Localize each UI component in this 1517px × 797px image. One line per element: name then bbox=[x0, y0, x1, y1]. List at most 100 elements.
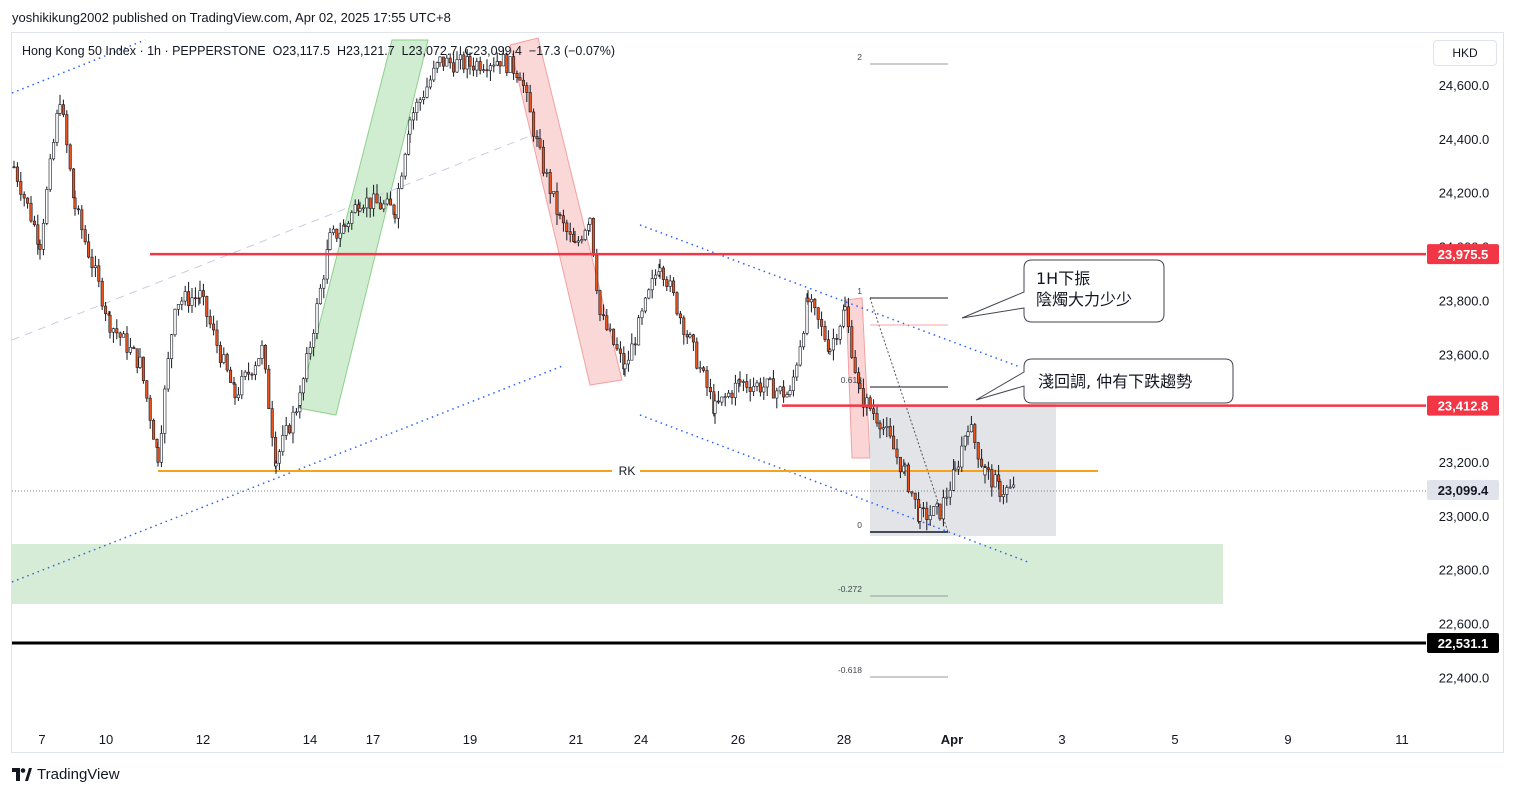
candle-body bbox=[698, 367, 702, 370]
brand-name: TradingView bbox=[37, 766, 120, 783]
candle-body bbox=[425, 86, 429, 98]
candle-body bbox=[828, 349, 832, 352]
tradingview-brand[interactable]: TradingView bbox=[12, 766, 120, 783]
candle-body bbox=[983, 467, 987, 476]
candle-body bbox=[122, 333, 126, 338]
price-axis[interactable]: 24,600.024,400.024,200.024,000.023,800.0… bbox=[1439, 78, 1490, 685]
candle-body bbox=[898, 456, 902, 473]
candle-body bbox=[52, 142, 56, 160]
price-tick-label: 22,600.0 bbox=[1439, 617, 1490, 632]
candle-body bbox=[138, 356, 142, 368]
candle-body bbox=[288, 425, 292, 434]
candle-body bbox=[385, 198, 389, 205]
candle-body bbox=[791, 376, 795, 391]
candle-body bbox=[872, 408, 876, 414]
candle-body bbox=[435, 62, 439, 69]
candle-body bbox=[688, 334, 692, 338]
candle-body bbox=[32, 220, 36, 226]
candle-body bbox=[816, 307, 820, 320]
candle-body bbox=[998, 481, 1002, 497]
candle-body bbox=[156, 447, 160, 463]
time-axis[interactable]: 7 10 12 14 17 19 21 24 26 28 Apr 3 5 9 11 bbox=[38, 732, 1408, 747]
candle-body bbox=[713, 400, 717, 414]
candle-body bbox=[229, 369, 233, 383]
candle-body bbox=[15, 166, 19, 182]
candle-body bbox=[247, 371, 251, 375]
candle-body bbox=[762, 386, 766, 393]
candle-body bbox=[298, 392, 302, 406]
candle-body bbox=[190, 297, 194, 306]
candle-body bbox=[361, 207, 365, 210]
candle-body bbox=[365, 197, 369, 209]
callout-1[interactable]: 1H下振 陰燭大力少少 bbox=[961, 259, 1165, 323]
fib-label: 0.618 bbox=[841, 375, 863, 385]
callout-1-line2: 陰燭大力少少 bbox=[1036, 290, 1132, 309]
candle-body bbox=[685, 334, 689, 338]
price-label-text: 23,975.5 bbox=[1438, 247, 1489, 262]
time-tick-label: 28 bbox=[837, 732, 851, 747]
candle-body bbox=[588, 217, 592, 225]
callout-2-text: 淺回調, 仲有下跌趨勢 bbox=[1038, 372, 1192, 391]
candle-body bbox=[738, 379, 742, 383]
candle-body bbox=[720, 396, 724, 403]
price-tick-label: 23,000.0 bbox=[1439, 509, 1490, 524]
candle-body bbox=[318, 287, 322, 305]
candle-body bbox=[441, 56, 445, 67]
candle-body bbox=[678, 313, 682, 319]
candle-body bbox=[492, 64, 496, 67]
candle-body bbox=[583, 230, 587, 240]
candle-body bbox=[850, 326, 854, 358]
candle-body bbox=[270, 408, 274, 438]
price-tick-label: 24,600.0 bbox=[1439, 78, 1490, 93]
candle-body bbox=[745, 381, 749, 388]
candle-body bbox=[72, 168, 76, 199]
candle-body bbox=[240, 376, 244, 396]
candle-body bbox=[865, 397, 869, 408]
candle-body bbox=[521, 79, 525, 86]
candle-body bbox=[691, 334, 695, 343]
symbol-legend[interactable]: Hong Kong 50 Index · 1h · PEPPERSTONE O2… bbox=[22, 44, 615, 58]
candle-body bbox=[312, 333, 316, 348]
candle-body bbox=[843, 306, 847, 311]
candle-body bbox=[633, 343, 637, 346]
candle-body bbox=[26, 197, 30, 204]
candle-body bbox=[243, 371, 247, 377]
candle-body bbox=[723, 396, 727, 398]
candle-body bbox=[368, 197, 372, 209]
price-label-box bbox=[1427, 395, 1499, 416]
candle-body bbox=[573, 241, 577, 243]
candle-body bbox=[478, 61, 482, 71]
candle-body bbox=[111, 328, 115, 333]
callout-1-line1: 1H下振 bbox=[1036, 269, 1090, 288]
candle-body bbox=[868, 397, 872, 410]
candle-body bbox=[541, 146, 545, 174]
callout-2[interactable]: 淺回調, 仲有下跌趨勢 bbox=[975, 358, 1234, 404]
candle-body bbox=[41, 223, 45, 250]
candle-body bbox=[640, 310, 644, 319]
candle-body bbox=[263, 345, 267, 370]
candle-body bbox=[471, 65, 475, 71]
time-tick-label: 12 bbox=[196, 732, 210, 747]
candle-body bbox=[846, 306, 850, 327]
candle-body bbox=[1008, 486, 1012, 489]
candle-body bbox=[741, 381, 745, 383]
candle-body bbox=[97, 265, 101, 282]
candle-body bbox=[997, 474, 1001, 482]
red-channel-box bbox=[509, 37, 623, 386]
candle-body bbox=[222, 354, 226, 363]
candle-body bbox=[358, 208, 362, 212]
candle-body bbox=[695, 341, 699, 369]
price-tick-label: 22,400.0 bbox=[1439, 670, 1490, 685]
candle-body bbox=[411, 112, 415, 121]
candle-body bbox=[853, 357, 857, 373]
tradingview-logo-icon bbox=[12, 768, 32, 781]
candle-body bbox=[572, 233, 576, 242]
currency-button[interactable]: HKD bbox=[1433, 40, 1497, 66]
candle-body bbox=[128, 347, 132, 353]
legend-high: H23,121.7 bbox=[337, 44, 395, 58]
candle-body bbox=[250, 373, 254, 376]
candle-body bbox=[180, 300, 184, 305]
candle-body bbox=[727, 392, 731, 397]
candle-body bbox=[658, 267, 662, 273]
